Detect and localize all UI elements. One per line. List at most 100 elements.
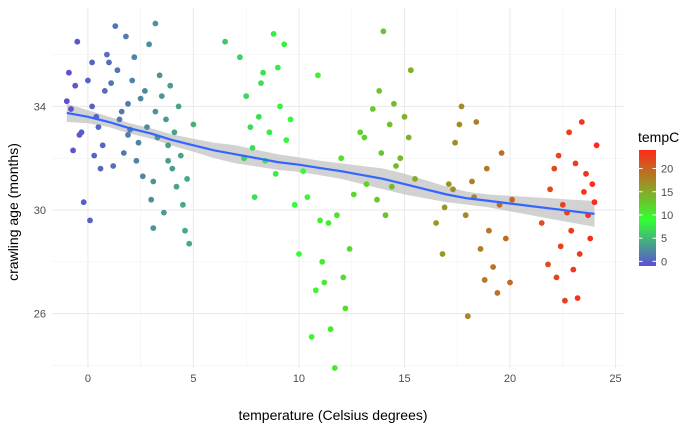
data-point	[139, 173, 146, 180]
data-point	[186, 240, 193, 247]
data-point	[180, 201, 186, 208]
data-point	[486, 227, 492, 234]
data-point	[393, 163, 399, 169]
data-point	[118, 108, 125, 115]
data-point	[142, 88, 148, 94]
data-point	[169, 165, 176, 172]
data-point	[89, 59, 95, 66]
data-point	[405, 134, 412, 141]
data-point	[401, 113, 408, 120]
data-point	[66, 69, 72, 76]
data-point	[397, 155, 404, 162]
data-point	[281, 41, 288, 48]
data-point	[452, 139, 458, 146]
data-point	[483, 165, 490, 172]
y-axis-ticks: 26 30 34	[34, 101, 46, 320]
data-point	[325, 220, 332, 226]
data-point	[458, 103, 465, 110]
data-point	[152, 20, 159, 27]
data-point	[165, 157, 172, 164]
x-axis-title: temperature (Celsius degrees)	[238, 407, 427, 423]
data-point	[388, 183, 395, 190]
data-point	[120, 150, 127, 156]
data-point	[129, 77, 136, 84]
data-point	[391, 100, 397, 107]
data-point	[593, 142, 600, 149]
data-point	[433, 220, 439, 226]
data-point	[346, 246, 353, 252]
data-point	[315, 72, 321, 79]
data-point	[277, 103, 283, 110]
data-point	[89, 103, 95, 110]
data-point	[469, 178, 475, 185]
data-point	[553, 274, 560, 281]
data-point	[300, 168, 307, 175]
x-tick-label: 0	[85, 373, 91, 385]
chart-grid	[52, 8, 624, 368]
x-tick-label: 10	[293, 373, 305, 385]
data-point	[152, 108, 159, 115]
data-point	[260, 69, 266, 76]
data-point	[321, 279, 328, 286]
legend-tick-label: 10	[661, 210, 673, 222]
data-point	[291, 201, 298, 208]
data-point	[144, 124, 150, 130]
data-point	[374, 196, 380, 203]
legend-tick-label: 5	[661, 233, 667, 245]
data-point	[177, 152, 184, 159]
scatter-points	[63, 20, 600, 371]
data-point	[450, 186, 456, 193]
data-point	[150, 225, 157, 232]
data-point	[572, 160, 579, 167]
x-tick-label: 15	[398, 373, 410, 385]
data-point	[319, 258, 326, 265]
data-point	[570, 266, 577, 273]
data-point	[158, 93, 165, 99]
data-point	[110, 163, 117, 169]
data-point	[376, 88, 383, 94]
data-point	[481, 277, 488, 283]
data-point	[243, 93, 250, 99]
data-point	[555, 152, 562, 159]
data-point	[91, 152, 98, 159]
data-point	[581, 189, 587, 195]
data-point	[559, 201, 566, 208]
data-point	[334, 212, 340, 219]
data-point	[304, 194, 311, 201]
data-point	[258, 80, 264, 86]
data-point	[547, 186, 553, 193]
data-point	[545, 261, 551, 268]
data-point	[255, 113, 262, 120]
data-point	[340, 274, 347, 281]
data-point	[502, 235, 509, 242]
data-point	[148, 196, 155, 203]
y-axis-title: crawling age (months)	[5, 143, 21, 281]
data-point	[445, 181, 452, 188]
data-point	[156, 72, 163, 79]
legend-tick-label: 0	[661, 256, 667, 268]
data-point	[125, 100, 131, 107]
data-point	[382, 212, 389, 219]
data-point	[80, 199, 87, 206]
data-point	[78, 129, 85, 136]
data-point	[338, 155, 345, 162]
data-point	[87, 217, 93, 224]
trend-line-path	[66, 111, 595, 215]
data-point	[283, 137, 290, 144]
data-point	[272, 170, 279, 177]
data-point	[583, 170, 589, 177]
data-point	[182, 227, 188, 234]
data-point	[95, 124, 102, 130]
data-point	[327, 326, 334, 333]
x-tick-label: 20	[504, 373, 516, 385]
data-point	[509, 196, 515, 203]
data-point	[578, 119, 585, 125]
data-point	[133, 157, 140, 164]
data-point	[237, 54, 243, 61]
data-point	[473, 119, 480, 125]
data-point	[175, 103, 182, 110]
data-point	[112, 23, 119, 29]
trend-line	[66, 111, 595, 215]
data-point	[386, 121, 393, 128]
